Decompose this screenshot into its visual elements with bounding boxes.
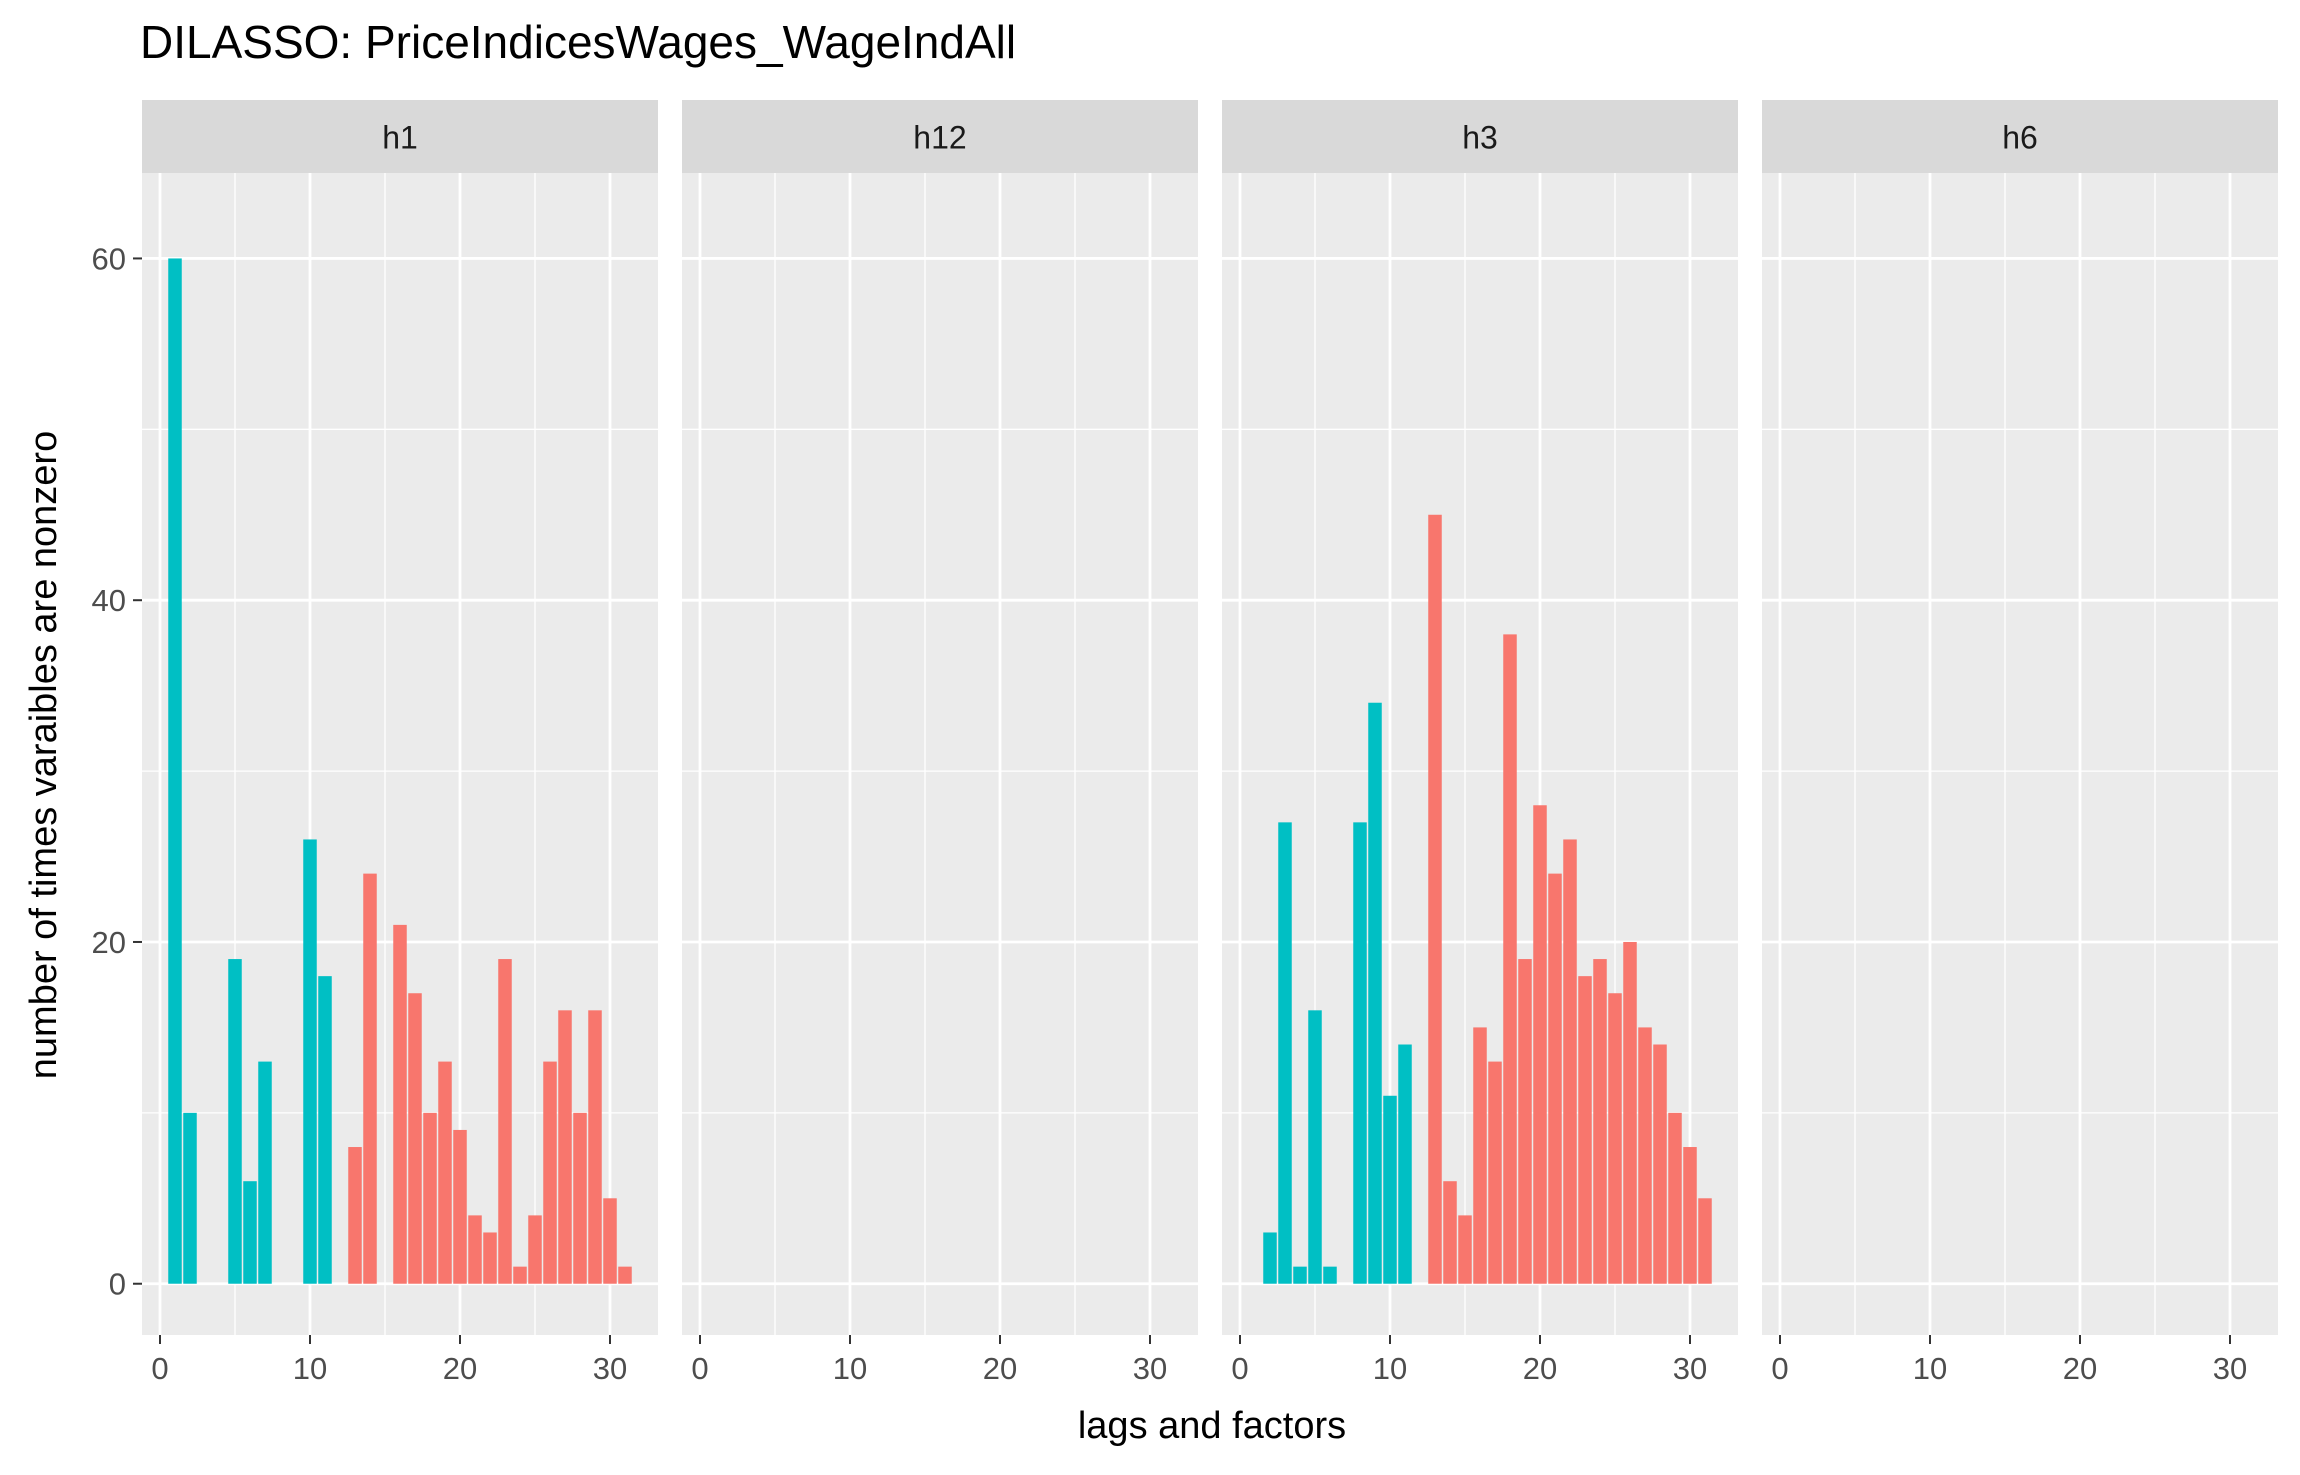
bar [1488,1061,1502,1284]
panel-h12: h12 0 10 20 30 [682,100,1198,1386]
panel-strip [142,100,658,173]
bar [1278,822,1292,1284]
bar [588,1010,602,1284]
panel-background [1762,173,2278,1335]
x-tick-label: 10 [293,1351,327,1386]
bar [1473,1027,1487,1284]
bar [558,1010,572,1284]
bar [453,1129,467,1284]
bar [1623,941,1637,1284]
bar [573,1112,587,1284]
x-tick-label: 0 [1231,1351,1248,1386]
x-tick-label: 30 [593,1351,627,1386]
bar [1503,634,1517,1284]
bar [1668,1112,1682,1284]
panel-h3: h3 0 10 20 30 [1222,100,1738,1386]
bar [393,924,407,1284]
bar [168,258,182,1284]
bar [408,993,422,1284]
bar [603,1198,617,1284]
panel-h6: h6 0 10 20 30 [1762,100,2278,1386]
bar [1548,873,1562,1284]
bar [1698,1198,1712,1284]
panel-strip-label: h1 [382,120,418,156]
panel-strip [1762,100,2278,173]
bar [468,1215,482,1284]
bar [513,1266,527,1284]
bar [1263,1232,1277,1284]
bar [1308,1010,1322,1284]
panel-strip-label: h6 [2002,120,2038,156]
x-tick-label: 20 [443,1351,477,1386]
panel-strip-label: h12 [913,120,966,156]
bar [1293,1266,1307,1284]
panels-layer: h1 0 10 20 30 0 20 40 60 h12 0 10 20 30 h3 0 10 20 30 h6 0 10… [92,100,2278,1386]
panel-strip [1222,100,1738,173]
y-axis-label: number of times varaibles are nonzero [23,431,65,1079]
x-axis-label: lags and factors [1078,1405,1346,1447]
x-tick-label: 10 [833,1351,867,1386]
y-tick-label: 0 [109,1267,126,1302]
bar [1563,839,1577,1284]
bar [1398,1044,1412,1284]
bar [1593,959,1607,1284]
x-tick-label: 30 [1133,1351,1167,1386]
x-tick-label: 30 [2213,1351,2247,1386]
x-tick-label: 20 [1523,1351,1557,1386]
bar [543,1061,557,1284]
bar [318,976,332,1284]
bar [183,1112,197,1284]
x-tick-label: 0 [1771,1351,1788,1386]
y-tick-label: 20 [92,925,126,960]
bar [1533,805,1547,1284]
x-tick-label: 20 [2063,1351,2097,1386]
bar [1518,959,1532,1284]
x-tick-label: 10 [1373,1351,1407,1386]
bar [498,959,512,1284]
bar [258,1061,272,1284]
bar [438,1061,452,1284]
chart-title: DILASSO: PriceIndicesWages_WageIndAll [140,16,1016,68]
bar [1323,1266,1337,1284]
x-tick-label: 30 [1673,1351,1707,1386]
bar [1578,976,1592,1284]
bar [483,1232,497,1284]
bar [228,959,242,1284]
bar [1653,1044,1667,1284]
x-tick-label: 0 [151,1351,168,1386]
bar [1443,1181,1457,1284]
bar [363,873,377,1284]
y-tick-label: 40 [92,583,126,618]
bar [303,839,317,1284]
bar [1428,514,1442,1284]
bar [1458,1215,1472,1284]
bar [618,1266,632,1284]
x-tick-label: 0 [691,1351,708,1386]
bar [1353,822,1367,1284]
bar [423,1112,437,1284]
x-tick-label: 10 [1913,1351,1947,1386]
bar [348,1147,362,1284]
bar [528,1215,542,1284]
y-tick-label: 60 [92,241,126,276]
x-tick-label: 20 [983,1351,1017,1386]
bar [1608,993,1622,1284]
panel-background [682,173,1198,1335]
bar [243,1181,257,1284]
panel-h1: h1 0 10 20 30 0 20 40 60 [92,100,658,1386]
bar [1383,1095,1397,1284]
panel-strip-label: h3 [1462,120,1498,156]
bar [1638,1027,1652,1284]
bar [1683,1147,1697,1284]
panel-strip [682,100,1198,173]
bar [1368,702,1382,1284]
